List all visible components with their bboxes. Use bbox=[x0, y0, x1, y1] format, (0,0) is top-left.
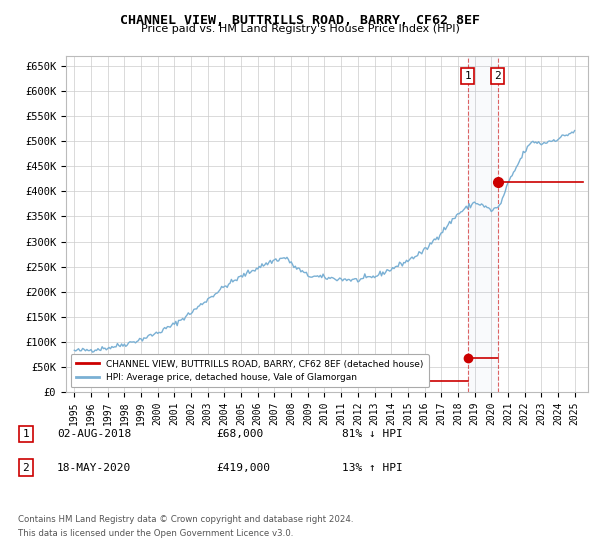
Text: 13% ↑ HPI: 13% ↑ HPI bbox=[342, 463, 403, 473]
Bar bbox=[467, 56, 497, 392]
Text: 02-AUG-2018: 02-AUG-2018 bbox=[57, 429, 131, 439]
Text: £68,000: £68,000 bbox=[216, 429, 263, 439]
Legend: CHANNEL VIEW, BUTTRILLS ROAD, BARRY, CF62 8EF (detached house), HPI: Average pri: CHANNEL VIEW, BUTTRILLS ROAD, BARRY, CF6… bbox=[71, 354, 428, 388]
Text: 2: 2 bbox=[22, 463, 29, 473]
Text: This data is licensed under the Open Government Licence v3.0.: This data is licensed under the Open Gov… bbox=[18, 529, 293, 538]
Text: 81% ↓ HPI: 81% ↓ HPI bbox=[342, 429, 403, 439]
Text: CHANNEL VIEW, BUTTRILLS ROAD, BARRY, CF62 8EF: CHANNEL VIEW, BUTTRILLS ROAD, BARRY, CF6… bbox=[120, 14, 480, 27]
Text: 18-MAY-2020: 18-MAY-2020 bbox=[57, 463, 131, 473]
Text: 1: 1 bbox=[22, 429, 29, 439]
Text: £419,000: £419,000 bbox=[216, 463, 270, 473]
Text: Price paid vs. HM Land Registry's House Price Index (HPI): Price paid vs. HM Land Registry's House … bbox=[140, 24, 460, 34]
Text: 2: 2 bbox=[494, 71, 501, 81]
Text: 1: 1 bbox=[464, 71, 471, 81]
Text: Contains HM Land Registry data © Crown copyright and database right 2024.: Contains HM Land Registry data © Crown c… bbox=[18, 515, 353, 524]
